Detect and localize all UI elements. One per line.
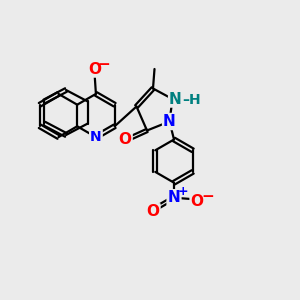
Text: −: − [202,189,214,204]
Text: –H: –H [182,94,200,107]
Text: O: O [146,204,160,219]
Text: O: O [118,132,132,147]
Text: N: N [168,190,180,205]
Text: O: O [190,194,204,209]
Text: N: N [163,114,176,129]
Text: N: N [169,92,182,106]
Text: +: + [178,185,188,198]
Text: −: − [98,57,110,72]
Text: N: N [90,130,102,144]
Text: O: O [88,61,101,76]
